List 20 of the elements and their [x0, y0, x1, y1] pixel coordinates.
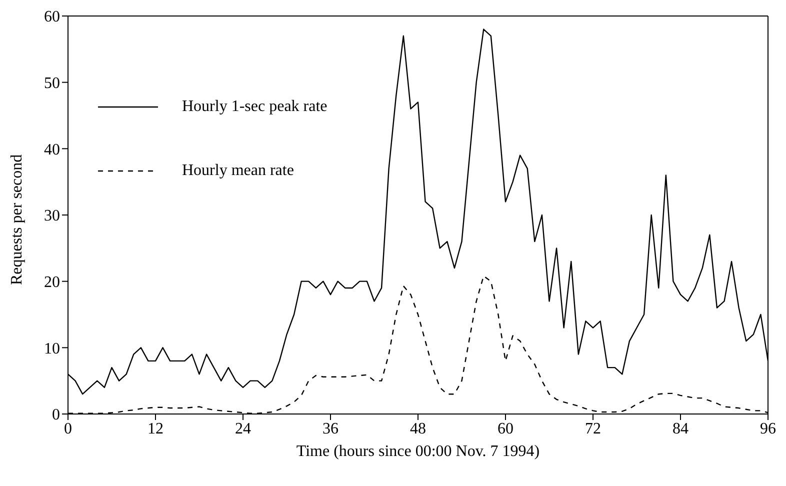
- y-axis-title: Requests per second: [8, 154, 26, 285]
- legend-label: Hourly mean rate: [182, 162, 294, 180]
- legend-label: Hourly 1-sec peak rate: [182, 98, 328, 116]
- y-tick-label: 50: [44, 75, 60, 92]
- x-tick-label: 24: [235, 420, 251, 438]
- y-tick-label: 40: [44, 141, 60, 158]
- x-tick-label: 0: [64, 420, 72, 438]
- y-tick-label: 60: [44, 8, 60, 26]
- x-tick-label: 12: [148, 420, 164, 438]
- y-tick-label: 30: [44, 208, 60, 225]
- x-tick-label: 60: [498, 420, 514, 438]
- x-tick-label: 96: [760, 420, 776, 438]
- y-tick-label: 20: [44, 274, 60, 292]
- x-tick-label: 72: [585, 420, 601, 438]
- y-tick-label: 0: [52, 406, 60, 424]
- y-tick-label: 10: [44, 340, 60, 358]
- x-axis-title: Time (hours since 00:00 Nov. 7 1994): [296, 443, 540, 460]
- x-tick-label: 36: [322, 420, 338, 438]
- x-tick-label: 84: [672, 420, 688, 438]
- x-tick-label: 48: [410, 420, 426, 438]
